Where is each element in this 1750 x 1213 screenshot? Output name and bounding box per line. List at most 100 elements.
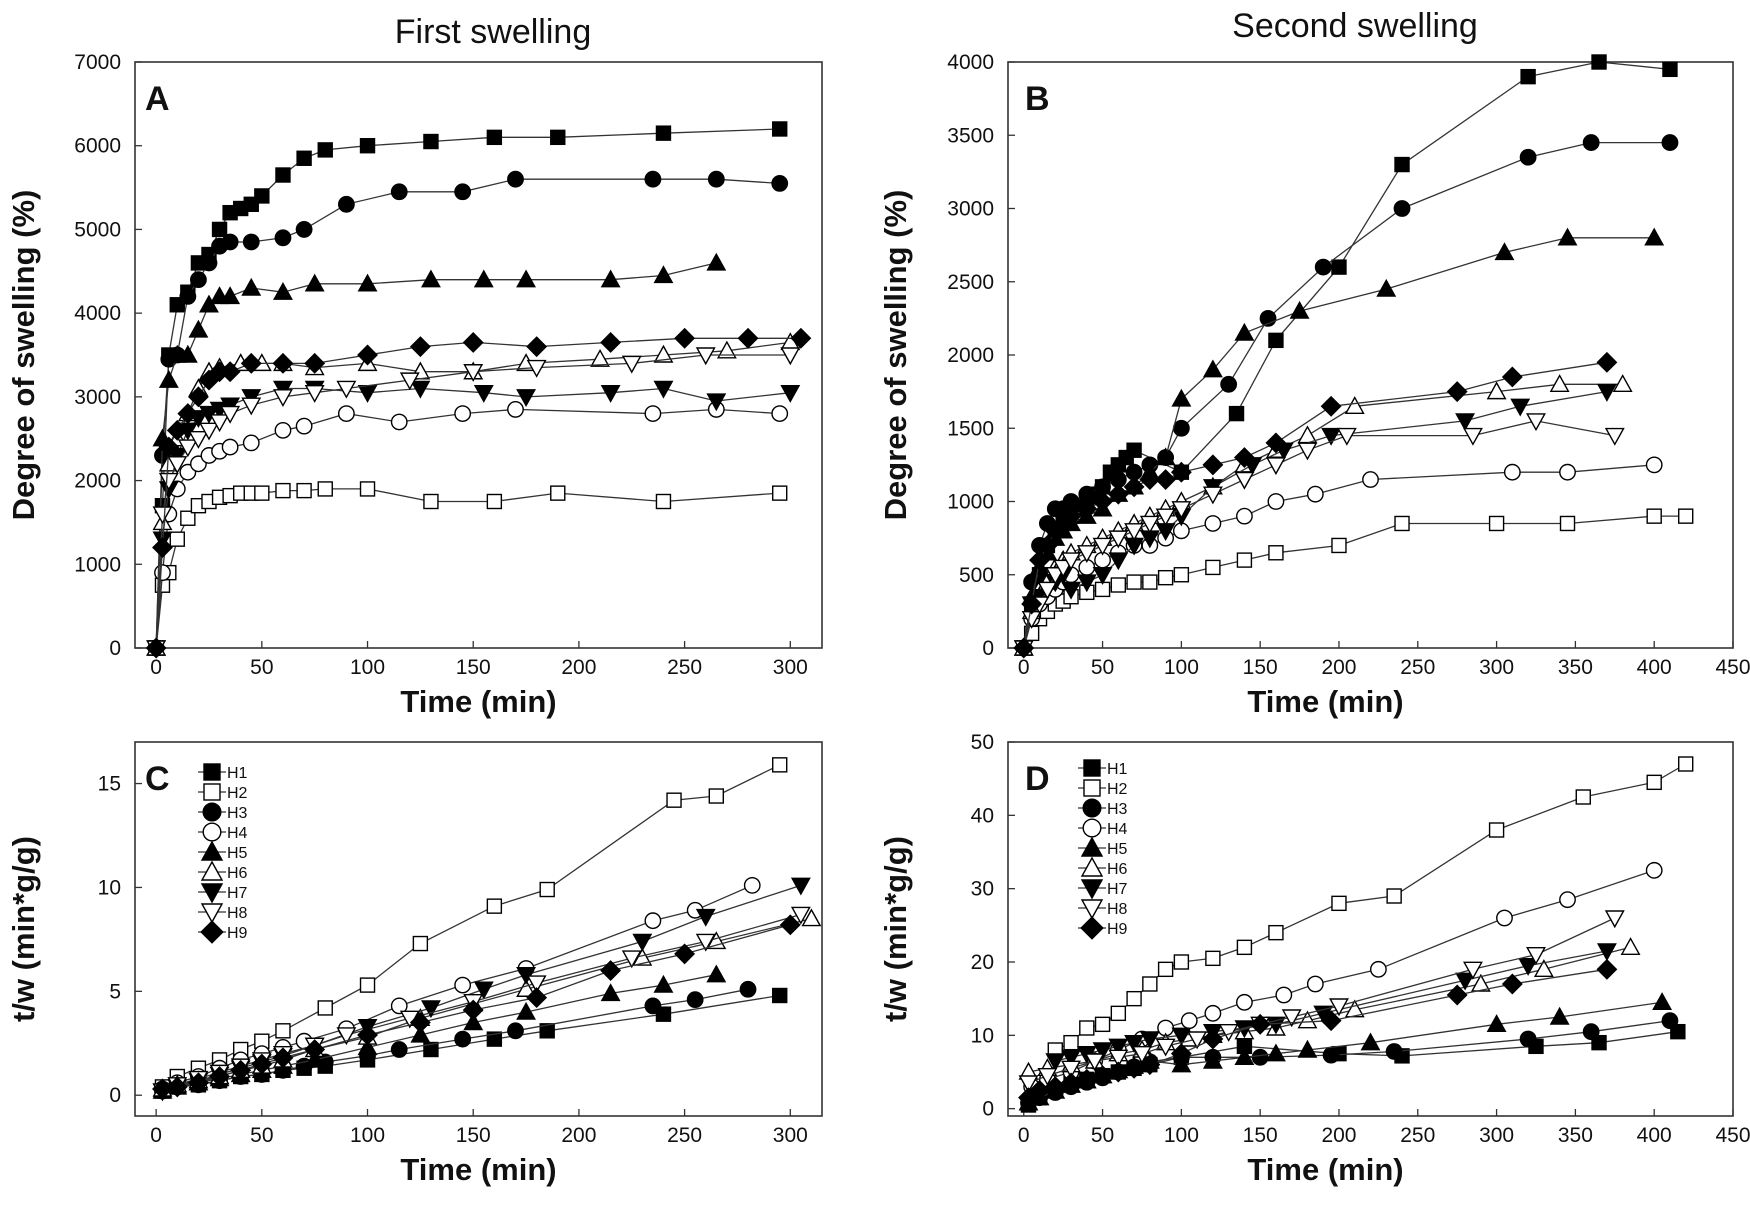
data-point-a-h3 — [221, 233, 239, 251]
y-tick-label-d: 50 — [971, 731, 994, 754]
data-point-a-h1 — [211, 221, 228, 238]
y-tick-label-c: 15 — [98, 773, 121, 796]
y-tick-label-c: 0 — [109, 1084, 121, 1107]
data-point-b-h9 — [1076, 498, 1098, 520]
legend-label-c-h6: H6 — [227, 865, 248, 882]
data-point-d-h3 — [1322, 1046, 1340, 1064]
data-point-c-h7 — [695, 908, 716, 927]
data-point-c-h7 — [473, 981, 494, 1000]
data-point-c-h4 — [454, 976, 472, 994]
data-point-a-h3 — [454, 183, 472, 201]
legend-label-c-h4: H4 — [227, 825, 248, 842]
y-axis-title-a: Degree of swelling (%) — [6, 190, 41, 521]
data-point-a-h1 — [169, 297, 185, 313]
x-tick-label-d: 450 — [1715, 1124, 1750, 1147]
data-point-a-h7 — [653, 380, 674, 399]
data-point-b-h3 — [1661, 134, 1679, 151]
data-point-b-h3 — [1220, 375, 1238, 393]
data-point-a-h8 — [158, 472, 179, 491]
y-tick-label-d: 0 — [982, 1098, 994, 1121]
data-point-d-h5 — [1234, 1047, 1255, 1066]
y-tick-label-a: 6000 — [74, 135, 121, 158]
series-a-h9 — [145, 327, 812, 659]
legend-marker-c-h1 — [203, 763, 221, 781]
series-c-h9 — [152, 914, 801, 1100]
data-point-d-h9 — [1170, 1043, 1192, 1065]
data-point-a-h8 — [209, 414, 230, 433]
x-tick-label-c: 250 — [667, 1124, 702, 1147]
data-point-a-h5 — [273, 282, 293, 300]
data-point-a-h5 — [304, 273, 325, 292]
data-point-b-h8 — [1336, 427, 1357, 446]
data-point-a-h2 — [296, 482, 312, 499]
data-point-c-h4 — [644, 912, 662, 930]
y-tick-label-a: 2000 — [74, 470, 121, 493]
x-tick-label-d: 150 — [1243, 1124, 1278, 1147]
data-point-d-h8 — [1526, 946, 1546, 965]
data-point-b-h3 — [1393, 200, 1411, 217]
data-point-d-h3 — [1582, 1023, 1600, 1041]
data-point-a-h5 — [706, 252, 727, 271]
data-point-d-h3 — [1251, 1048, 1269, 1066]
data-point-c-h3 — [739, 980, 757, 998]
data-point-b-h9 — [1036, 535, 1058, 556]
data-point-b-h7 — [1092, 567, 1113, 585]
data-point-c-h5 — [463, 1012, 484, 1031]
data-point-a-h8 — [695, 347, 716, 366]
data-point-c-h3 — [644, 997, 662, 1015]
data-point-d-h9 — [1139, 1054, 1161, 1076]
x-tick-label-d: 350 — [1558, 1124, 1593, 1147]
data-point-a-h5 — [473, 269, 494, 288]
data-point-a-h4 — [771, 405, 789, 422]
data-point-d-h5 — [1652, 992, 1673, 1011]
data-point-d-h3 — [1519, 1030, 1537, 1048]
data-point-b-h6 — [1344, 396, 1365, 414]
data-point-a-h4 — [154, 564, 171, 582]
data-point-b-h4 — [1204, 515, 1222, 532]
data-point-c-h1 — [539, 1023, 555, 1039]
data-point-b-h1 — [1394, 156, 1410, 173]
y-tick-label-d: 40 — [971, 804, 994, 827]
data-point-c-h8 — [336, 1027, 357, 1046]
data-point-a-h5 — [516, 269, 537, 288]
series-a-h3 — [147, 170, 789, 657]
data-point-a-h4 — [390, 413, 408, 431]
data-point-b-h8 — [1526, 413, 1546, 432]
data-point-b-h8 — [1604, 427, 1625, 446]
data-point-b-h2 — [1173, 567, 1190, 583]
data-point-a-h6 — [590, 348, 610, 367]
data-point-b-h9 — [1107, 483, 1129, 505]
y-tick-label-b: 0 — [982, 637, 994, 660]
data-point-a-h8 — [241, 397, 262, 416]
data-point-a-h3 — [707, 170, 725, 188]
data-point-b-h8 — [1265, 457, 1286, 476]
data-point-c-h4 — [390, 997, 408, 1015]
data-point-a-h9 — [240, 352, 262, 374]
data-point-b-h2 — [1157, 569, 1174, 586]
legend-marker-d-h2 — [1083, 779, 1101, 797]
legend-c: H1 H2 H3 H4 H5 H6 H7 H8 H9 — [198, 763, 248, 944]
data-point-b-h9 — [1139, 469, 1161, 490]
legend-marker-d-h1 — [1083, 759, 1101, 777]
data-point-a-h5 — [653, 265, 674, 284]
data-point-c-h5 — [357, 1037, 378, 1056]
y-tick-label-d: 30 — [971, 878, 994, 901]
data-point-b-h8 — [1124, 523, 1145, 541]
data-point-b-h5 — [1234, 322, 1255, 341]
data-point-c-h8 — [790, 906, 811, 925]
series-d-h9 — [1018, 958, 1618, 1109]
data-point-d-h7 — [1045, 1053, 1066, 1072]
y-tick-label-d: 20 — [971, 951, 994, 974]
data-point-b-h8 — [1045, 567, 1066, 585]
data-point-c-h5 — [516, 1001, 537, 1020]
x-tick-label-c: 50 — [250, 1124, 273, 1147]
legend-marker-c-h4 — [202, 822, 222, 842]
data-point-b-h5 — [1376, 278, 1397, 297]
legend-label-c-h1: H1 — [227, 765, 248, 782]
data-point-a-h1 — [275, 167, 291, 183]
data-point-b-h7 — [1108, 552, 1129, 571]
data-point-b-h5 — [1557, 227, 1578, 246]
x-tick-label-a: 250 — [667, 656, 702, 679]
y-tick-label-a: 1000 — [74, 553, 121, 576]
data-point-a-h8 — [152, 506, 173, 525]
